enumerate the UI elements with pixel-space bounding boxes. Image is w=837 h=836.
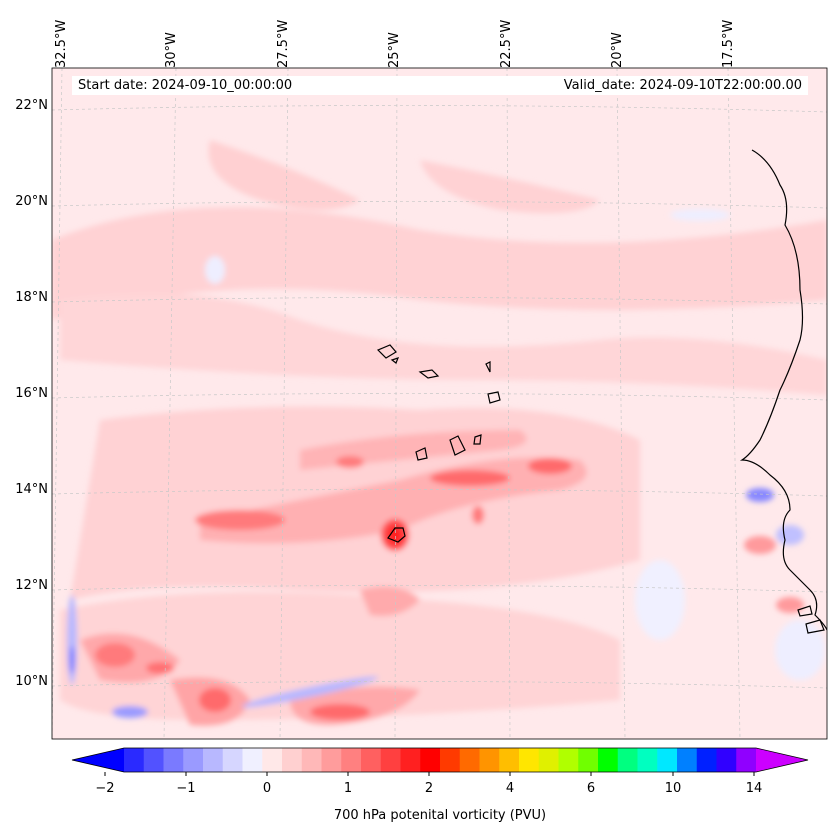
- lat-label: 20°N: [15, 194, 48, 209]
- colorbar-segment: [440, 748, 461, 772]
- lat-label: 22°N: [15, 98, 48, 113]
- colorbar-segment: [677, 748, 698, 772]
- colorbar-segment: [163, 748, 184, 772]
- colorbar-segment: [361, 748, 382, 772]
- lat-label: 16°N: [15, 386, 48, 401]
- colorbar-segment: [716, 748, 737, 772]
- colorbar: [71, 747, 809, 776]
- colorbar-segment: [143, 748, 164, 772]
- colorbar-tick-label: 0: [262, 781, 272, 796]
- colorbar-tick-label: 4: [505, 781, 515, 796]
- coastline: [376, 149, 827, 634]
- colorbar-segment: [183, 748, 204, 772]
- colorbar-tick-label: −1: [176, 781, 196, 796]
- lon-label: 32.5°W: [54, 19, 69, 68]
- colorbar-segment: [380, 748, 401, 772]
- lon-label: 30°W: [164, 32, 179, 68]
- colorbar-segment: [459, 748, 480, 772]
- colorbar-segment: [203, 748, 224, 772]
- lon-label: 25°W: [387, 32, 402, 68]
- colorbar-segment: [282, 748, 303, 772]
- map-area: [52, 68, 827, 739]
- colorbar-extend-low: [72, 748, 124, 772]
- colorbar-segment: [696, 748, 717, 772]
- colorbar-segment: [242, 748, 263, 772]
- colorbar-tick-label: 1: [343, 781, 353, 796]
- colorbar-segment: [479, 748, 500, 772]
- lat-label: 12°N: [15, 578, 48, 593]
- lon-label: 22.5°W: [499, 19, 514, 68]
- lon-label: 20°W: [610, 32, 625, 68]
- colorbar-tick-label: 10: [664, 781, 682, 796]
- colorbar-segment: [301, 748, 322, 772]
- lon-label: 17.5°W: [721, 19, 736, 68]
- colorbar-title: 700 hPa potenital vorticity (PVU): [333, 808, 547, 823]
- map-frame: [51, 67, 828, 740]
- colorbar-tick-label: 6: [586, 781, 596, 796]
- colorbar-segment: [499, 748, 520, 772]
- colorbar-segment: [598, 748, 619, 772]
- lat-label: 18°N: [15, 290, 48, 305]
- lat-label: 14°N: [15, 482, 48, 497]
- colorbar-segment: [578, 748, 599, 772]
- colorbar-segment: [519, 748, 540, 772]
- colorbar-segment: [124, 748, 145, 772]
- pv-field: [52, 140, 827, 726]
- colorbar-segment: [736, 748, 757, 772]
- lat-label: 10°N: [15, 674, 48, 689]
- colorbar-segment: [341, 748, 362, 772]
- colorbar-extend-high: [756, 748, 808, 772]
- graticule: [52, 68, 827, 739]
- colorbar-outline: [71, 747, 809, 773]
- colorbar-segment: [637, 748, 658, 772]
- colorbar-tick-label: −2: [95, 781, 115, 796]
- colorbar-segment: [657, 748, 678, 772]
- start-date-label: Start date: 2024-09-10_00:00:00: [72, 76, 540, 95]
- colorbar-segment: [321, 748, 342, 772]
- lon-label: 27.5°W: [276, 19, 291, 68]
- colorbar-segment: [222, 748, 243, 772]
- colorbar-segment: [400, 748, 421, 772]
- colorbar-segment: [420, 748, 441, 772]
- colorbar-tick-label: 2: [424, 781, 434, 796]
- colorbar-segment: [617, 748, 638, 772]
- colorbar-tick-label: 14: [745, 781, 763, 796]
- valid-date-label: Valid_date: 2024-09-10T22:00:00.00: [528, 76, 808, 95]
- colorbar-segment: [558, 748, 579, 772]
- colorbar-segment: [538, 748, 559, 772]
- colorbar-segment: [262, 748, 283, 772]
